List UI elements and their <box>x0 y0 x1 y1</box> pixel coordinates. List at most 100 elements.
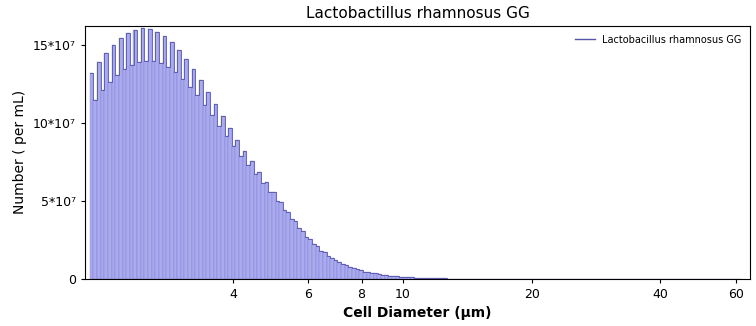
Bar <box>411 277 414 279</box>
Bar <box>327 256 330 279</box>
Bar <box>290 219 294 279</box>
Bar <box>243 151 246 279</box>
Bar <box>341 264 345 279</box>
Bar <box>315 246 319 279</box>
Bar <box>385 275 389 279</box>
Bar <box>337 262 341 279</box>
Bar <box>152 61 155 279</box>
Bar <box>439 278 443 279</box>
Bar <box>414 278 417 279</box>
Bar <box>94 100 97 279</box>
Bar <box>188 87 192 279</box>
Bar <box>214 104 217 279</box>
Bar <box>115 75 119 279</box>
Bar <box>308 239 312 279</box>
Bar <box>144 61 148 279</box>
Bar <box>432 278 435 279</box>
Bar <box>377 274 381 279</box>
Bar <box>381 274 385 279</box>
Bar <box>134 30 137 279</box>
Bar <box>407 277 411 279</box>
Bar <box>272 192 275 279</box>
X-axis label: Cell Diameter (μm): Cell Diameter (μm) <box>343 306 492 320</box>
Bar <box>141 28 144 279</box>
Bar <box>250 161 254 279</box>
Bar <box>101 90 104 279</box>
Bar <box>112 45 115 279</box>
Bar <box>166 67 170 279</box>
Bar <box>97 62 101 279</box>
Bar <box>239 156 243 279</box>
Bar <box>345 265 349 279</box>
Bar <box>122 69 126 279</box>
Bar <box>217 126 221 279</box>
Bar <box>148 29 152 279</box>
Bar <box>312 244 315 279</box>
Bar <box>181 79 184 279</box>
Bar <box>392 276 395 279</box>
Bar <box>319 250 323 279</box>
Bar <box>301 230 305 279</box>
Bar <box>261 183 265 279</box>
Bar <box>330 258 334 279</box>
Bar <box>399 277 403 279</box>
Bar <box>367 272 370 279</box>
Bar <box>90 73 94 279</box>
Bar <box>275 201 279 279</box>
Bar <box>232 146 235 279</box>
Bar <box>254 174 257 279</box>
Bar <box>417 278 421 279</box>
Bar <box>246 165 250 279</box>
Bar <box>159 63 163 279</box>
Bar <box>108 82 112 279</box>
Bar <box>355 269 359 279</box>
Bar <box>374 274 377 279</box>
Bar <box>235 140 239 279</box>
Bar <box>283 210 287 279</box>
Bar <box>363 272 367 279</box>
Bar <box>349 267 352 279</box>
Bar <box>279 202 283 279</box>
Bar <box>126 33 130 279</box>
Bar <box>221 116 225 279</box>
Bar <box>395 276 399 279</box>
Bar <box>206 92 210 279</box>
Bar <box>119 38 122 279</box>
Y-axis label: Number ( per mL): Number ( per mL) <box>13 90 27 215</box>
Bar <box>257 171 261 279</box>
Bar <box>104 53 108 279</box>
Bar <box>228 128 232 279</box>
Bar <box>443 278 447 279</box>
Bar <box>130 65 134 279</box>
Bar <box>447 278 451 279</box>
Bar <box>199 80 203 279</box>
Bar <box>203 105 206 279</box>
Bar <box>195 96 199 279</box>
Bar <box>425 278 429 279</box>
Bar <box>170 42 174 279</box>
Bar <box>389 275 392 279</box>
Bar <box>225 136 228 279</box>
Bar <box>370 273 374 279</box>
Bar <box>192 69 195 279</box>
Bar <box>210 115 214 279</box>
Bar <box>334 260 337 279</box>
Bar <box>265 182 268 279</box>
Title: Lactobactillus rhamnosus GG: Lactobactillus rhamnosus GG <box>305 6 529 21</box>
Bar <box>174 72 177 279</box>
Bar <box>429 278 432 279</box>
Bar <box>305 237 308 279</box>
Bar <box>359 270 363 279</box>
Bar <box>294 221 297 279</box>
Legend: Lactobacillus rhamnosus GG: Lactobacillus rhamnosus GG <box>572 31 745 49</box>
Bar <box>403 277 407 279</box>
Bar <box>287 212 290 279</box>
Bar <box>155 32 159 279</box>
Bar <box>137 62 141 279</box>
Bar <box>352 268 355 279</box>
Bar <box>163 36 166 279</box>
Bar <box>421 278 425 279</box>
Bar <box>268 192 272 279</box>
Bar <box>184 59 188 279</box>
Bar <box>177 50 181 279</box>
